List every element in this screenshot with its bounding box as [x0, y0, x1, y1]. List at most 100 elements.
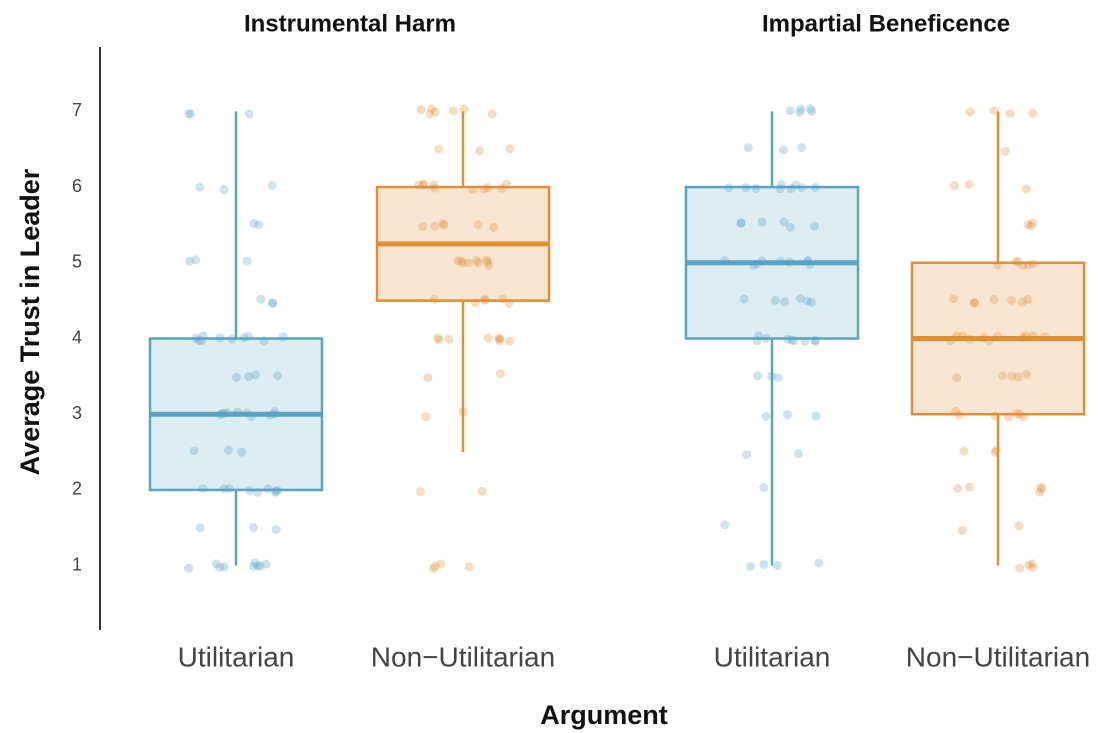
point	[810, 336, 820, 346]
point	[194, 335, 204, 345]
point	[1023, 220, 1033, 230]
point	[993, 260, 1003, 270]
x-axis-title: Argument	[540, 700, 668, 730]
point	[1027, 559, 1037, 569]
point	[1028, 108, 1038, 118]
point	[215, 333, 225, 343]
point	[198, 484, 208, 494]
point	[810, 335, 820, 345]
point	[795, 107, 805, 117]
point	[1013, 372, 1023, 382]
point	[1028, 331, 1038, 341]
point	[803, 255, 813, 265]
point	[244, 109, 254, 119]
point	[946, 336, 956, 346]
point	[497, 183, 507, 193]
point	[458, 406, 468, 416]
point	[429, 180, 439, 190]
point	[759, 560, 769, 570]
point	[810, 182, 820, 192]
x-tick-label: Non−Utilitarian	[906, 641, 1090, 672]
point	[464, 258, 474, 268]
point	[430, 561, 440, 571]
point	[483, 183, 493, 193]
point	[797, 183, 807, 193]
point	[1013, 257, 1023, 267]
point	[242, 256, 252, 266]
point	[789, 336, 799, 346]
point	[489, 222, 499, 232]
point	[1040, 332, 1050, 342]
point	[1018, 261, 1028, 271]
point	[811, 411, 821, 421]
point	[268, 298, 278, 308]
point	[720, 520, 730, 530]
point	[249, 561, 259, 571]
point	[494, 336, 504, 346]
y-tick-label: 6	[72, 176, 82, 196]
point	[785, 222, 795, 232]
point	[757, 256, 767, 266]
y-tick-label: 1	[72, 554, 82, 574]
point	[787, 335, 797, 345]
point	[218, 408, 228, 418]
point	[749, 260, 759, 270]
x-tick-label: Non−Utilitarian	[371, 641, 555, 672]
point	[448, 106, 458, 116]
point	[951, 406, 961, 416]
point	[782, 410, 792, 420]
point	[438, 218, 448, 228]
point	[1004, 412, 1014, 422]
point	[964, 179, 974, 189]
point	[495, 334, 505, 344]
y-tick-label: 7	[72, 100, 82, 120]
point	[211, 559, 221, 569]
point	[752, 336, 762, 346]
point	[278, 332, 288, 342]
point	[970, 298, 980, 308]
point	[786, 183, 796, 193]
point	[191, 255, 201, 265]
point	[429, 295, 439, 305]
point	[268, 298, 278, 308]
point	[456, 256, 466, 266]
point	[244, 331, 254, 341]
point	[270, 409, 280, 419]
point	[979, 333, 989, 343]
point	[453, 256, 463, 266]
point	[418, 222, 428, 232]
point	[414, 180, 424, 190]
point	[433, 333, 443, 343]
point	[261, 559, 271, 569]
point	[954, 410, 964, 420]
point	[1017, 297, 1027, 307]
point	[428, 563, 438, 573]
point	[256, 294, 266, 304]
point	[271, 525, 281, 535]
point	[742, 450, 752, 460]
x-tick-label: Utilitarian	[178, 641, 295, 672]
y-tick-label: 3	[72, 403, 82, 423]
point	[430, 221, 440, 231]
point	[242, 408, 252, 418]
point	[952, 373, 962, 383]
point	[253, 487, 263, 497]
point	[247, 412, 257, 422]
point	[761, 333, 771, 343]
point	[472, 256, 482, 266]
point	[224, 484, 234, 494]
point	[218, 409, 228, 419]
point	[482, 255, 492, 265]
point	[741, 183, 751, 193]
point	[477, 486, 487, 496]
point	[184, 256, 194, 266]
point	[1028, 259, 1038, 269]
point	[482, 257, 492, 267]
point	[259, 336, 269, 346]
point	[965, 107, 975, 117]
point	[1007, 295, 1017, 305]
point	[195, 523, 205, 533]
point	[270, 407, 280, 417]
point	[479, 184, 489, 194]
